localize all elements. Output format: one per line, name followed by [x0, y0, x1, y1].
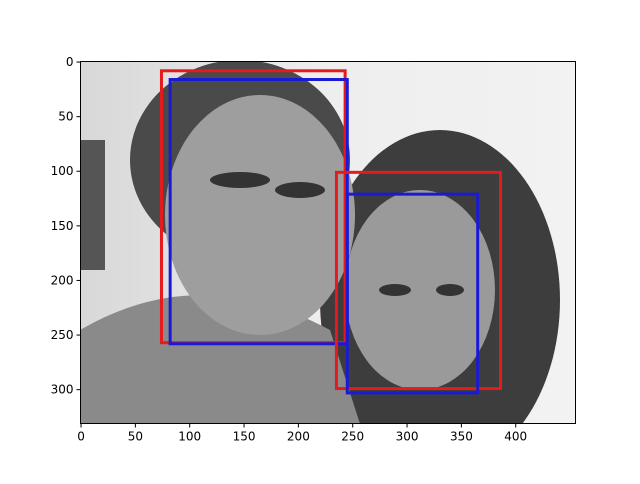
y-tick-label: 200 [51, 273, 74, 287]
x-tick-label: 400 [504, 430, 527, 444]
y-tick-label: 150 [51, 219, 74, 233]
y-tick-label: 0 [66, 55, 74, 69]
bounding-box [345, 192, 480, 395]
y-tick-label: 250 [51, 328, 74, 342]
photo [80, 61, 576, 424]
x-tick-label: 250 [341, 430, 364, 444]
axes-frame [80, 61, 576, 424]
x-tick-label: 350 [450, 430, 473, 444]
x-tick-label: 200 [287, 430, 310, 444]
x-tick-label: 150 [233, 430, 256, 444]
plot: 0 50 100 150 200 250 300 350 400 0 50 100 150 200 250 3… [51, 55, 528, 443]
x-tick-label: 0 [77, 430, 85, 444]
y-tick-label: 100 [51, 164, 74, 178]
bounding-box [334, 170, 503, 391]
x-tick-label: 50 [128, 430, 143, 444]
x-tick-label: 300 [396, 430, 419, 444]
x-tick-label: 100 [178, 430, 201, 444]
y-tick-label: 300 [51, 383, 74, 397]
y-tick-label: 50 [58, 110, 73, 124]
